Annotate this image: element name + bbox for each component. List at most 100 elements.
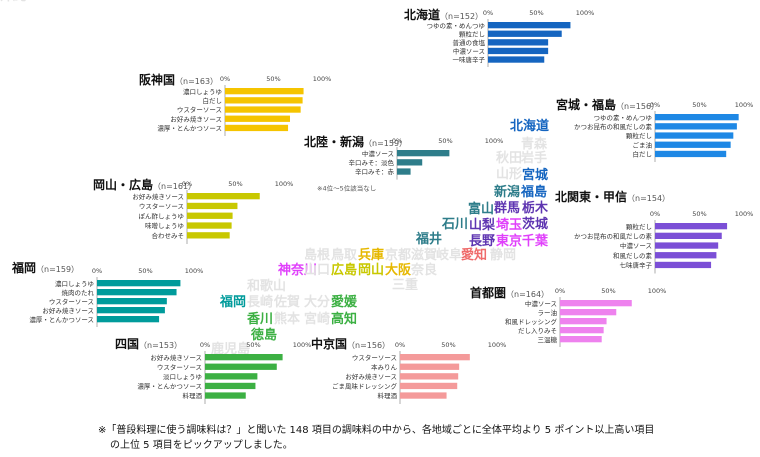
chart-panel: 北関東・甲信 （n=154） 0% 50% 100% 顆粒だしかつお昆布の和風だしの素中濃…	[555, 189, 753, 274]
category-label: 中濃ソース	[525, 299, 557, 308]
prefecture-label: 石川	[441, 217, 468, 232]
sample-size-label: （n=154）	[627, 194, 670, 203]
chart-panel: 中京国 （n=156） 0% 50% 100% ウスターソース本みりんお好み焼きソースごま…	[311, 336, 506, 404]
prefecture-label: 広島	[331, 262, 357, 278]
bar	[400, 354, 470, 361]
bar	[560, 309, 617, 316]
prefecture-label: 和歌山	[247, 278, 286, 294]
category-label: 顆粒だし	[626, 222, 652, 231]
bar	[400, 363, 460, 370]
chart-panel: 北海道 （n=152） 0% 50% 100% つゆの素・めんつゆ顆粒だし普通の食塩中濃ソ…	[404, 7, 594, 67]
region-title: 北陸・新潟	[304, 134, 364, 149]
tick-label: 0%	[395, 341, 405, 349]
bar	[97, 289, 177, 296]
chart-panel: 四国 （n=153） 0% 50% 100% お好み焼きソースウスターソース淡口しょうゆ濃…	[115, 337, 311, 404]
category-label: お好み焼きソース	[132, 192, 184, 201]
category-label: ウスターソース	[49, 297, 94, 306]
category-label: 一味唐辛子	[453, 55, 486, 64]
bar	[488, 56, 545, 63]
tick-label: 100%	[293, 341, 312, 349]
tick-label: 0%	[483, 9, 493, 17]
category-label: ウスターソース	[157, 362, 202, 371]
prefecture-label: 静岡	[490, 247, 516, 263]
tick-label: 100%	[488, 341, 507, 349]
prefecture-label: 岩手	[520, 150, 547, 166]
footnote-line-2: の上位 5 項目をピックアップしました。	[110, 440, 293, 451]
prefecture-label: 岐阜	[436, 247, 462, 263]
bar	[205, 373, 258, 380]
bar	[655, 132, 734, 139]
prefecture-label: 北海道	[510, 118, 549, 134]
tick-label: 50%	[266, 75, 280, 83]
category-label: ウスターソース	[139, 202, 184, 211]
bar	[655, 232, 722, 239]
sample-size-label: （n=159）	[36, 265, 79, 274]
bar	[400, 392, 447, 399]
tick-label: 0%	[650, 101, 660, 109]
bar	[400, 382, 458, 390]
tick-label: 100%	[648, 287, 667, 295]
category-label: ウスターソース	[352, 353, 397, 362]
bar	[205, 363, 277, 370]
bar	[655, 242, 719, 249]
bar	[655, 261, 712, 269]
sample-size-label: （n=156）	[347, 341, 390, 350]
prefecture-label: 香川	[246, 311, 273, 327]
prefecture-label: 福岡	[219, 294, 246, 310]
prefecture-label: 宮崎	[304, 311, 330, 327]
tick-label: 100%	[275, 180, 294, 188]
sample-size-label: （n=161）	[153, 182, 196, 191]
bar	[488, 47, 549, 55]
tick-label: 0%	[555, 287, 565, 295]
prefecture-label: 宮城	[522, 167, 548, 183]
category-label: 辛口みそ：淡色	[349, 158, 395, 167]
prefecture-label: 鳥取	[331, 247, 358, 263]
category-label: 濃厚・とんかつソース	[29, 315, 94, 324]
bar	[97, 307, 165, 314]
sample-size-label: （n=163）	[175, 77, 218, 86]
chart-panel: 首都圏 （n=164） 0% 50% 100% 中濃ソースラー油和風ドレッシングだし入りみ…	[470, 285, 666, 347]
prefecture-label: 山梨	[469, 217, 496, 233]
prefecture-label: 山形	[496, 166, 522, 182]
region-title: 北海道	[404, 7, 440, 22]
prefecture-label: 神奈川	[278, 262, 317, 278]
bar	[97, 298, 167, 305]
prefecture-label: 群馬	[494, 200, 520, 216]
category-label: 普通の食塩	[453, 38, 486, 47]
bar	[187, 232, 230, 239]
bar	[655, 150, 727, 158]
tick-label: 100%	[313, 75, 332, 83]
prefecture-label: 茨城	[522, 216, 548, 232]
tick-label: 100%	[735, 101, 754, 109]
sample-size-label: （n=159）	[364, 139, 407, 148]
sample-size-label: （n=153）	[139, 341, 182, 350]
prefecture-label: 京都	[385, 247, 411, 263]
prefecture-label: 新潟	[494, 184, 520, 200]
category-label: お好み焼きソース	[170, 114, 222, 123]
chart-panel: 宮城・福島 （n=156）0% 50% 100% つゆの素・めんつゆかつお昆布の和風だし…	[556, 97, 753, 162]
bar	[655, 223, 728, 230]
chart-panel: 岡山・広島 （n=161）0% 50% 100% お好み焼きソースウスターソースぽん酢し…	[93, 177, 293, 244]
bar	[397, 150, 450, 157]
category-label: 白だし	[633, 150, 653, 159]
bar	[560, 327, 604, 334]
bar	[655, 141, 731, 148]
footnote: ※「普段料理に使う調味料は？」と聞いた 148 項目の調味料の中から、各地域ごと…	[98, 423, 738, 453]
bar	[560, 318, 607, 325]
region-title: 岡山・広島	[93, 177, 153, 192]
category-label: つゆの素・めんつゆ	[594, 113, 653, 122]
tick-label: 0%	[392, 137, 402, 145]
prefecture-label: 長崎	[247, 294, 273, 310]
bar	[187, 193, 260, 200]
bar	[225, 88, 304, 95]
bar	[560, 300, 632, 307]
bar	[97, 280, 181, 287]
sample-size-label: （n=152）	[440, 12, 483, 21]
prefecture-label: 秋田	[496, 150, 522, 166]
category-label: 中濃ソース	[620, 241, 652, 250]
category-label: ラー油	[538, 308, 558, 317]
sample-size-label: （n=164）	[506, 290, 549, 299]
prefecture-label: 埼玉	[496, 217, 522, 233]
bar	[205, 354, 283, 361]
tick-label: 100%	[735, 210, 754, 218]
